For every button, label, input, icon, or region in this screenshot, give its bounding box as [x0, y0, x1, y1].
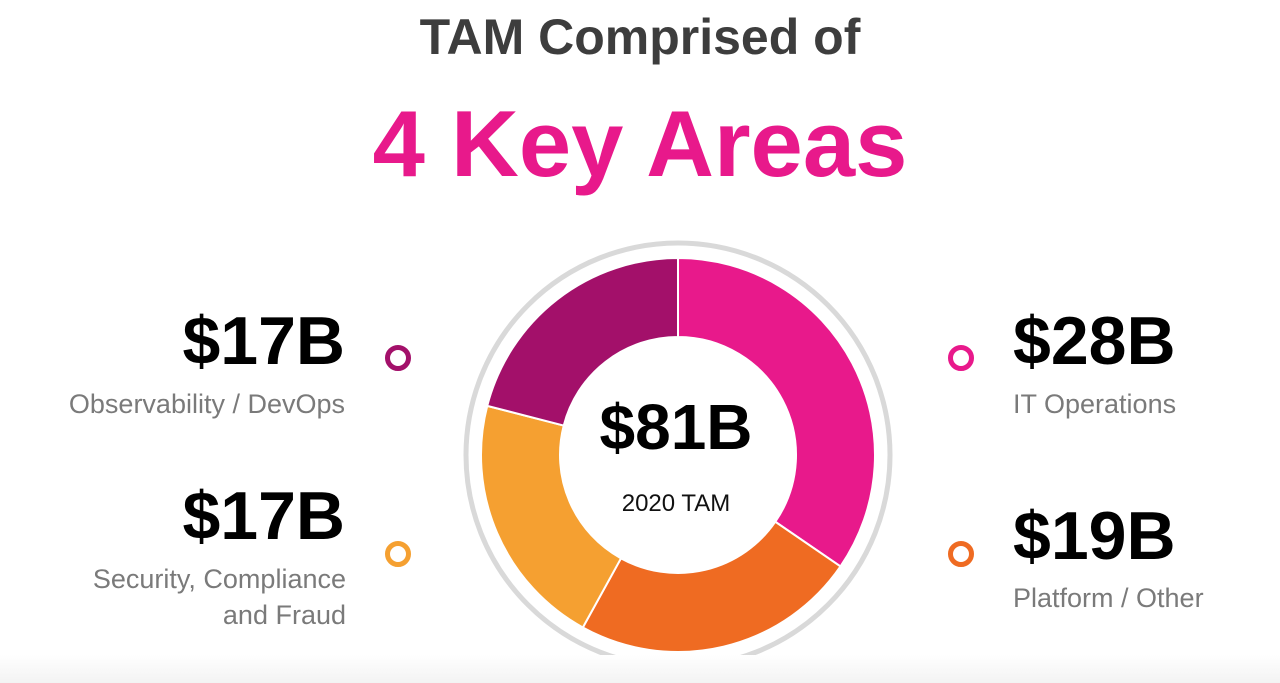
- observability-legend-marker: [385, 345, 411, 371]
- donut-hole: [560, 337, 796, 573]
- security-legend-marker: [385, 541, 411, 567]
- it-operations-label: IT Operations: [1013, 389, 1177, 419]
- observability-label: Observability / DevOps: [68, 389, 345, 419]
- security-label-line-1: Security, Compliance: [92, 564, 346, 594]
- title-line-2: 4 Key Areas: [372, 91, 908, 196]
- security-label-line-2: and Fraud: [222, 600, 346, 630]
- platform-other-legend-marker: [948, 541, 974, 567]
- security-value: $17B: [182, 478, 345, 554]
- total-tam-value: $81B: [599, 391, 753, 463]
- bottom-shadow: [0, 655, 1280, 683]
- it-operations-value: $28B: [1013, 303, 1176, 379]
- slice-it-operations: [677, 256, 876, 568]
- title-line-1: TAM Comprised of: [419, 9, 861, 65]
- platform-other-label: Platform / Other: [1013, 583, 1204, 613]
- total-tam-label: 2020 TAM: [621, 490, 731, 517]
- platform-other-value: $19B: [1013, 498, 1176, 574]
- observability-value: $17B: [182, 303, 345, 379]
- it-operations-legend-marker: [948, 345, 974, 371]
- donut-slices: [480, 256, 876, 653]
